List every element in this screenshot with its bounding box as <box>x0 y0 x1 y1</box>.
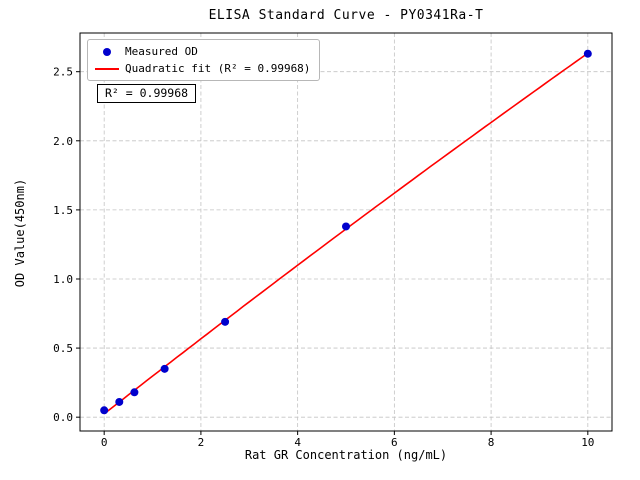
legend-label-measured-od: Measured OD <box>125 45 198 58</box>
legend: Measured OD Quadratic fit (R² = 0.99968) <box>87 39 321 81</box>
chart-title: ELISA Standard Curve - PY0341Ra-T <box>208 8 484 23</box>
y-tick-label: 0.5 <box>53 342 73 355</box>
legend-item-measured-od: Measured OD <box>95 45 310 58</box>
x-tick-label: 6 <box>391 436 398 449</box>
legend-label-quadratic-fit: Quadratic fit (R² = 0.99968) <box>125 62 311 75</box>
data-point <box>115 397 124 406</box>
data-point <box>342 222 350 231</box>
legend-item-quadratic-fit: Quadratic fit (R² = 0.99968) <box>95 62 310 75</box>
x-tick-label: 8 <box>488 436 495 449</box>
x-tick-label: 0 <box>101 436 108 449</box>
y-tick-label: 2.0 <box>53 135 73 148</box>
data-point <box>100 406 109 415</box>
x-axis-label: Rat GR Concentration (ng/mL) <box>244 448 448 462</box>
y-tick-label: 0.0 <box>53 411 73 424</box>
y-tick-label: 2.5 <box>53 66 73 79</box>
r-squared-annotation: R² = 0.99968 <box>97 84 197 103</box>
data-point <box>583 49 592 58</box>
y-tick-label: 1.0 <box>53 273 73 286</box>
data-point <box>130 388 139 397</box>
x-tick-label: 4 <box>294 436 301 449</box>
x-tick-label: 10 <box>581 436 594 449</box>
data-point <box>160 364 169 373</box>
x-tick-label: 2 <box>198 436 205 449</box>
plot-border <box>79 32 613 432</box>
line-marker-icon <box>95 67 119 70</box>
y-tick-label: 1.5 <box>53 204 73 217</box>
data-point <box>221 317 230 326</box>
scatter-marker-icon <box>95 47 119 56</box>
